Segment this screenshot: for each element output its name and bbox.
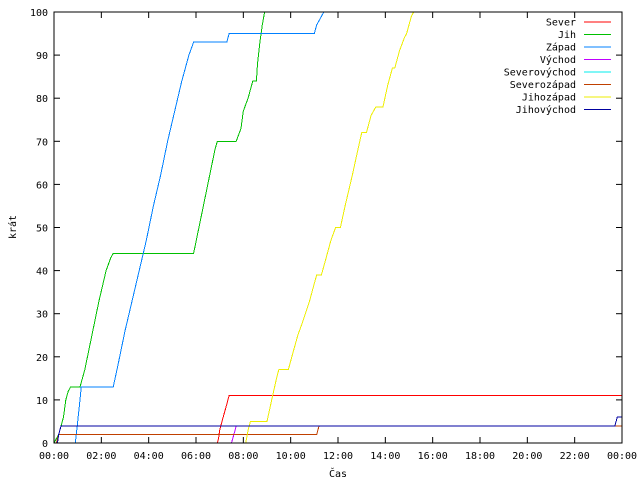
x-tick-label: 00:00	[607, 451, 637, 462]
plot-frame	[53, 11, 623, 444]
legend-label: Severovýchod	[504, 67, 576, 79]
y-tick-label: 40	[36, 267, 48, 278]
series-line-1	[54, 395, 622, 444]
legend-label: Západ	[546, 42, 576, 54]
legend: SeverJihZápadVýchodSeverovýchodSeverozáp…	[504, 18, 611, 116]
x-tick-label: 22:00	[560, 451, 590, 462]
x-axis-label: Čas	[329, 467, 347, 480]
y-tick-label: 20	[36, 353, 48, 364]
y-axis-ticks: 0 10 20 30 40 50 60 70 80 90 100	[30, 8, 622, 450]
series-line-8	[54, 416, 622, 444]
legend-label: Jihozápad	[522, 92, 576, 104]
legend-label: Sever	[546, 18, 576, 29]
y-tick-label: 60	[36, 180, 48, 191]
y-tick-label: 10	[36, 396, 48, 407]
y-tick-label: 80	[36, 94, 48, 105]
x-tick-label: 16:00	[418, 451, 448, 462]
y-tick-label: 100	[30, 8, 48, 19]
series-line-6	[54, 425, 622, 444]
y-tick-label: 90	[36, 51, 48, 62]
legend-label: Jih	[558, 30, 576, 41]
x-tick-label: 18:00	[465, 451, 495, 462]
x-tick-label: 08:00	[228, 451, 258, 462]
series-line-2	[53, 11, 266, 444]
legend-label: Severozápad	[510, 79, 576, 91]
series-line-3	[54, 11, 325, 444]
x-tick-label: 14:00	[370, 451, 400, 462]
x-tick-label: 04:00	[134, 451, 164, 462]
legend-label: Jihovýchod	[516, 104, 576, 116]
x-tick-label: 10:00	[276, 451, 306, 462]
x-tick-label: 20:00	[512, 451, 542, 462]
y-tick-label: 30	[36, 310, 48, 321]
legend-label: Východ	[540, 54, 576, 66]
x-tick-label: 06:00	[181, 451, 211, 462]
series-line-7	[54, 11, 415, 444]
y-tick-label: 0	[42, 439, 48, 450]
x-tick-label: 00:00	[39, 451, 69, 462]
y-axis-label: krát	[7, 215, 19, 239]
x-tick-label: 12:00	[323, 451, 353, 462]
x-tick-label: 02:00	[86, 451, 116, 462]
y-tick-label: 70	[36, 137, 48, 148]
y-tick-label: 50	[36, 224, 48, 235]
x-axis-ticks: 00:00 02:00 04:00 06:00 08:00 10:00 12:00 14:00…	[39, 12, 637, 462]
